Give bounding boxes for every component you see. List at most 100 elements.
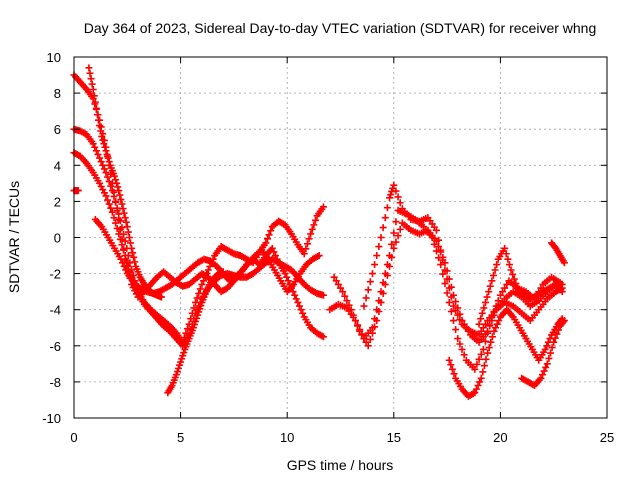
data-point (104, 154, 112, 162)
data-point (390, 244, 398, 252)
data-point (476, 378, 484, 386)
data-point (74, 187, 82, 195)
data-point (456, 316, 464, 324)
data-point (484, 327, 492, 335)
data-point (445, 284, 453, 292)
series-track-4 (91, 215, 323, 297)
data-point (179, 352, 187, 360)
data-point (541, 345, 549, 353)
data-point (362, 294, 370, 302)
data-point (479, 324, 487, 332)
data-point (124, 228, 132, 236)
data-point (192, 317, 200, 325)
data-point (435, 243, 443, 251)
data-point (394, 232, 402, 240)
data-point (174, 364, 182, 372)
data-point (443, 275, 451, 283)
data-point (445, 356, 453, 364)
data-point (448, 365, 456, 373)
tick-layer: 0 5 10 15 20 25 -10 -8 -6 -4 -2 0 2 4 6 8 10 (42, 50, 614, 445)
data-point (386, 194, 394, 202)
data-point (194, 311, 202, 319)
data-point (219, 268, 227, 276)
data-point (484, 349, 492, 357)
data-point (472, 385, 480, 393)
series-track-7 (330, 219, 566, 350)
data-point (102, 169, 110, 177)
data-point (545, 354, 553, 362)
data-point (184, 325, 192, 333)
data-point (492, 324, 500, 332)
data-point (116, 235, 124, 243)
data-point (113, 204, 121, 212)
data-point (284, 277, 292, 285)
data-point (308, 225, 316, 233)
data-point (110, 192, 118, 200)
data-point (358, 331, 366, 339)
data-point (485, 288, 493, 296)
data-point (121, 237, 129, 245)
data-point (547, 349, 555, 357)
data-point (123, 223, 131, 231)
data-point (98, 132, 106, 140)
data-point (95, 116, 103, 124)
data-point (262, 239, 270, 247)
data-point (504, 255, 512, 263)
data-point (373, 317, 381, 325)
data-point (89, 85, 97, 93)
data-point (493, 261, 501, 269)
data-point (118, 224, 126, 232)
x-tick-label: 10 (280, 430, 294, 445)
x-tick-label: 5 (177, 430, 184, 445)
data-point (114, 183, 122, 191)
data-point (553, 330, 561, 338)
data-point (543, 360, 551, 368)
data-point (456, 340, 464, 348)
data-point (289, 288, 297, 296)
data-point (195, 289, 203, 297)
data-point (477, 374, 485, 382)
x-axis-label: GPS time / hours (287, 457, 394, 473)
data-point (99, 161, 107, 169)
y-tick-label: 0 (54, 231, 61, 246)
data-point (432, 247, 440, 255)
data-point (364, 286, 372, 294)
data-point (112, 198, 120, 206)
data-point (299, 309, 307, 317)
data-point (560, 259, 568, 267)
data-point (441, 266, 449, 274)
chart-title: Day 364 of 2023, Sidereal Day-to-day VTE… (84, 20, 597, 36)
data-point (452, 298, 460, 306)
data-point (449, 317, 457, 325)
data-point (375, 243, 383, 251)
series-track-13 (85, 64, 165, 301)
data-point (118, 200, 126, 208)
data-point (454, 311, 462, 319)
data-point (539, 371, 547, 379)
data-point (113, 179, 121, 187)
data-point (392, 238, 400, 246)
data-point (364, 342, 372, 350)
data-point (305, 235, 313, 243)
data-point (303, 240, 311, 248)
data-point (479, 368, 487, 376)
data-point (447, 308, 455, 316)
data-point (351, 317, 359, 325)
data-point (388, 253, 396, 261)
data-point (347, 306, 355, 314)
data-point (503, 280, 511, 288)
data-point (537, 374, 545, 382)
data-point (173, 368, 181, 376)
data-point (441, 280, 449, 288)
data-point (381, 214, 389, 222)
data-point (483, 293, 491, 301)
data-point (130, 253, 138, 261)
data-point (176, 361, 184, 369)
data-point (100, 165, 108, 173)
data-point (302, 245, 310, 253)
data-point (554, 326, 562, 334)
y-tick-label: -2 (49, 267, 61, 282)
data-point (283, 273, 291, 281)
data-point (294, 298, 302, 306)
